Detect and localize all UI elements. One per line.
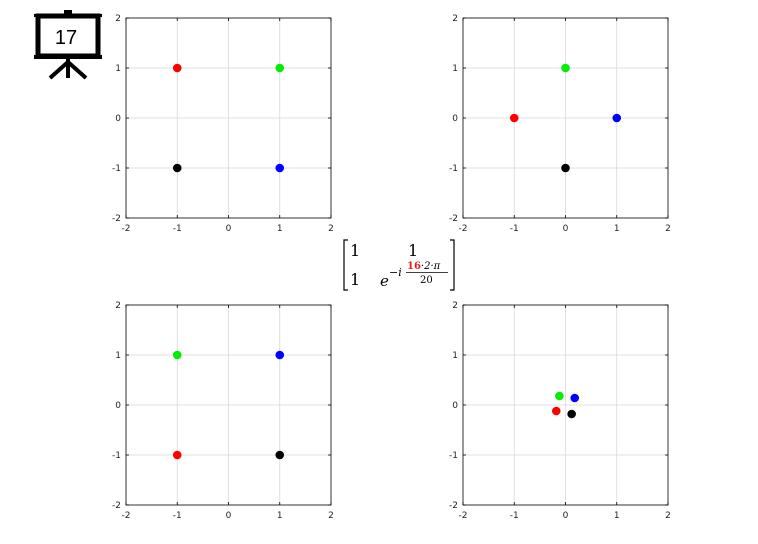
tick-label-x: -2 [122, 511, 131, 521]
scatter-plot-1: -2 -1 0 1 2 -2 -1 0 1 2 [112, 14, 334, 234]
tick-label-y: 1 [115, 351, 121, 361]
tick-label-y: 1 [452, 64, 458, 74]
tick-label-x: -2 [459, 224, 468, 234]
tick-label-y: 2 [452, 14, 458, 24]
matrix-exp-base: e [380, 272, 389, 290]
point-green [555, 391, 564, 401]
tick-label-y: -1 [112, 164, 121, 174]
point-red [172, 63, 182, 73]
point-black [567, 409, 576, 419]
tick-label-x: 0 [563, 511, 569, 521]
tick-label-x: 1 [277, 224, 283, 234]
point-red [172, 450, 182, 460]
tick-label-x: 2 [328, 224, 334, 234]
matrix-r2c1: 1 [350, 270, 360, 289]
tick-label-y: 2 [115, 14, 121, 24]
tick-label-y: 0 [115, 401, 121, 411]
tick-label-y: -1 [449, 451, 458, 461]
tick-label-y: -2 [112, 214, 121, 224]
tick-label-x: 1 [277, 511, 283, 521]
tick-label-y: 0 [452, 401, 458, 411]
matrix-exp-prefix: −i [389, 266, 402, 279]
tick-label-x: 2 [665, 511, 671, 521]
matrix-r1c2: 1 [408, 241, 418, 260]
point-red [551, 406, 561, 416]
tick-label-x: -2 [459, 511, 468, 521]
tick-label-y: 2 [452, 301, 458, 311]
dft-matrix: 1 1 1 e −i 16·2·π 20 [343, 239, 455, 291]
tick-label-x: -2 [122, 224, 131, 234]
tick-label-x: -1 [173, 224, 182, 234]
matrix-exp-numerator-highlight: 16 [407, 261, 421, 272]
point-blue [275, 350, 285, 360]
scatter-plot-2: -2 -1 0 1 2 -2 -1 0 1 2 [449, 14, 671, 234]
tick-label-y: -2 [449, 501, 458, 511]
tick-label-y: -2 [112, 501, 121, 511]
tick-label-x: 0 [563, 224, 569, 234]
point-green [172, 350, 182, 360]
point-blue [275, 163, 285, 173]
scatter-plot-4: -2 -1 0 1 2 -2 -1 0 1 2 [449, 301, 671, 521]
tick-label-y: 2 [115, 301, 121, 311]
matrix-exp-numerator-rest: ·2·π [421, 261, 441, 272]
tick-label-x: -1 [173, 511, 182, 521]
tick-label-x: 1 [614, 224, 620, 234]
tick-label-y: 1 [115, 64, 121, 74]
tick-label-y: 0 [115, 114, 121, 124]
scatter-plot-3: -2 -1 0 1 2 -2 -1 0 1 2 [112, 301, 334, 521]
tick-label-x: 2 [328, 511, 334, 521]
presentation-board-icon [34, 10, 102, 80]
point-black [172, 163, 182, 173]
point-blue [570, 393, 580, 403]
point-black [275, 450, 285, 460]
point-blue [612, 113, 622, 123]
matrix-r1c1: 1 [350, 241, 360, 260]
tick-label-x: 0 [226, 224, 232, 234]
matrix-exp-numerator: 16·2·π [407, 261, 441, 272]
slide-number: 17 [54, 27, 78, 49]
tick-label-y: -1 [449, 164, 458, 174]
tick-label-x: -1 [510, 224, 519, 234]
point-black [561, 163, 570, 173]
point-green [275, 63, 285, 73]
tick-label-x: 2 [665, 224, 671, 234]
matrix-exp-denominator: 20 [420, 275, 433, 286]
tick-label-x: 1 [614, 511, 620, 521]
tick-label-y: 0 [452, 114, 458, 124]
point-green [561, 63, 570, 73]
tick-label-x: -1 [510, 511, 519, 521]
tick-label-y: 1 [452, 351, 458, 361]
point-red [509, 113, 519, 123]
tick-label-y: -1 [112, 451, 121, 461]
tick-label-y: -2 [449, 214, 458, 224]
tick-label-x: 0 [226, 511, 232, 521]
